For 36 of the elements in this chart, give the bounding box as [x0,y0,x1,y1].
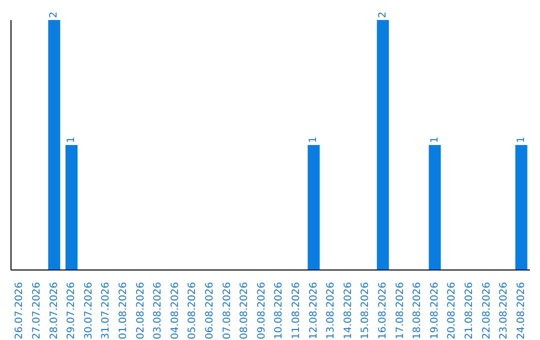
data-label: 1 [516,136,527,143]
data-label: 2 [377,12,388,18]
x-tick-label: 24.08.2026 [516,282,527,340]
x-tick-label: 19.08.2026 [429,282,440,340]
data-label: 1 [308,136,320,143]
data-label: 1 [429,136,440,143]
x-tick-label: 12.08.2026 [308,282,320,340]
x-tick-label: 26.07.2026 [14,282,26,340]
x-tick-label: 10.08.2026 [274,282,285,340]
data-label: 2 [48,12,60,18]
x-tick-label: 08.08.2026 [239,282,250,340]
x-tick-label: 31.07.2026 [100,282,112,340]
x-tick-label: 22.08.2026 [481,282,492,340]
x-tick-label: 13.08.2026 [326,282,337,340]
x-tick-label: 27.07.2026 [31,282,42,340]
x-tick-label: 05.08.2026 [187,282,198,340]
x-tick-label: 23.08.2026 [498,282,510,340]
x-tick-label: 30.07.2026 [83,282,94,340]
x-tick-label: 03.08.2026 [152,282,164,340]
x-tick-label: 04.08.2026 [170,282,181,340]
x-tick-label: 21.08.2026 [464,282,475,340]
x-tick-label: 15.08.2026 [360,282,372,340]
x-tick-label: 14.08.2026 [342,282,354,340]
x-tick-label: 20.08.2026 [446,282,458,340]
x-tick-label: 02.08.2026 [135,282,146,340]
x-tick-label: 09.08.2026 [256,282,268,340]
x-tick-label: 29.07.2026 [66,282,78,340]
x-tick-label: 07.08.2026 [222,282,233,340]
x-tick-label: 17.08.2026 [394,282,406,340]
x-tick-label: 06.08.2026 [204,282,216,340]
x-tick-label: 01.08.2026 [118,282,129,340]
x-tick-label: 11.08.2026 [290,282,302,340]
data-label: 1 [66,136,77,143]
x-tick-label: 18.08.2026 [412,282,424,340]
x-tick-label: 28.07.2026 [48,282,60,340]
x-tick-label: 16.08.2026 [377,282,388,340]
